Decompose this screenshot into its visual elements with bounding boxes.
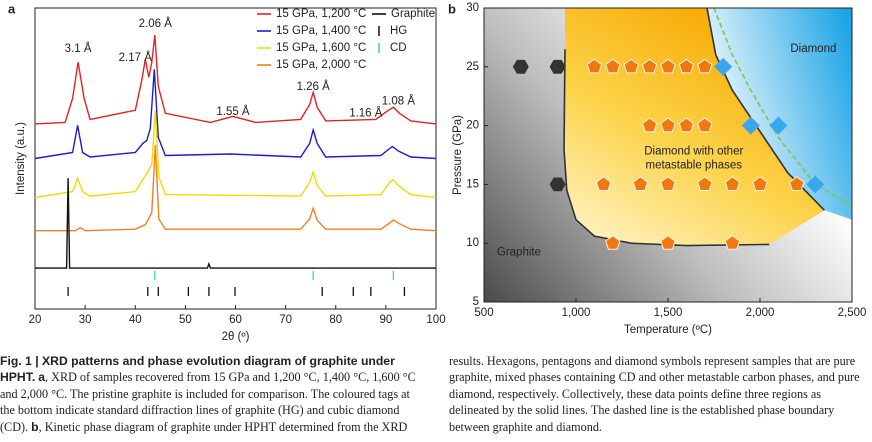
- x-tick-label: 2,000: [746, 307, 775, 319]
- pentagon-marker: [632, 176, 649, 191]
- peak-label: 1.55 Å: [216, 105, 250, 118]
- pentagon-marker: [623, 58, 639, 74]
- pentagon-marker: [641, 58, 658, 74]
- xrd-curve: [34, 110, 437, 199]
- plot-frame: [34, 7, 437, 310]
- caption-text: , Kinetic phase diagram of graphite unde…: [38, 354, 860, 434]
- pentagon-marker: [586, 58, 603, 74]
- pentagon-marker: [641, 117, 658, 133]
- xrd-curve: [35, 178, 436, 269]
- diamond-marker: [714, 57, 733, 76]
- diamond-marker: [769, 116, 788, 135]
- peak-label: 2.06 Å: [139, 17, 173, 30]
- figure: 20 30 40 50 60 70 80 90 100 2θ (º) Intensity (a.u.…: [8, 1, 867, 343]
- pentagon-marker: [660, 176, 676, 191]
- panel-label: a: [8, 1, 16, 16]
- legend-label: HG: [390, 25, 407, 37]
- hexagon-marker: [512, 59, 529, 74]
- region-label: Diamond: [790, 43, 836, 55]
- phase-boundary: [713, 8, 852, 207]
- pentagon-marker: [697, 117, 713, 133]
- y-tick-label: 15: [466, 178, 479, 190]
- diamond-marker: [806, 175, 825, 194]
- panel-label: b: [448, 1, 456, 16]
- x-tick-label: 80: [329, 314, 342, 326]
- x-tick-label: 500: [474, 307, 493, 319]
- x-tick-label: 20: [29, 314, 42, 326]
- pentagon-marker: [678, 117, 695, 133]
- pentagon-marker: [789, 176, 805, 191]
- caption: Fig. 1 | XRD patterns and phase evolutio…: [0, 353, 872, 439]
- y-tick-label: 20: [466, 120, 479, 132]
- hexagon-marker: [549, 177, 566, 192]
- peak-label: 1.26 Å: [297, 80, 331, 93]
- xrd-curve: [35, 144, 437, 232]
- x-tick-label: 90: [379, 314, 392, 326]
- y-axis-label: Pressure (GPa): [452, 115, 464, 195]
- x-tick-label: 100: [426, 314, 445, 326]
- pentagon-marker: [678, 58, 695, 74]
- legend-label: 15 GPa, 2,000 °C: [276, 59, 366, 71]
- x-tick-label: 1,500: [654, 307, 683, 319]
- legend-label: CD: [390, 42, 407, 54]
- y-tick-label: 25: [466, 61, 479, 73]
- diamond-region: [707, 8, 852, 220]
- region-label: metastable phases: [645, 160, 742, 172]
- x-tick-label: 2,500: [838, 307, 867, 319]
- pentagon-marker: [660, 235, 676, 250]
- pentagon-marker: [724, 235, 741, 250]
- pentagon-marker: [724, 176, 741, 191]
- caption-label: b: [31, 419, 39, 434]
- peak-label: 1.16 Å: [349, 106, 383, 119]
- x-tick-label: 60: [229, 314, 242, 326]
- x-tick-label: 40: [129, 314, 142, 326]
- y-tick-label: 10: [466, 237, 479, 249]
- region-label: Diamond with other: [644, 146, 743, 158]
- pentagon-marker: [697, 176, 713, 191]
- regions: [484, 8, 852, 302]
- diamond-marker: [741, 116, 760, 135]
- x-axis-label: Temperature (ºC): [624, 324, 712, 336]
- legend-label: 15 GPa, 1,200 °C: [276, 8, 366, 20]
- hexagon-marker: [549, 59, 566, 74]
- pentagon-marker: [697, 58, 713, 74]
- y-axis-label: Intensity (a.u.): [15, 122, 27, 195]
- phase-boundary: [563, 49, 770, 247]
- x-tick-label: 1,000: [562, 307, 591, 319]
- xrd-curve: [34, 69, 437, 160]
- pentagon-marker: [660, 58, 676, 74]
- legend-label: Graphite: [391, 8, 435, 20]
- pentagon-marker: [595, 176, 612, 191]
- legend-label: 15 GPa, 1,600 °C: [276, 42, 366, 54]
- y-tick-label: 5: [473, 296, 479, 308]
- pentagon-marker: [605, 58, 621, 74]
- x-axis-label: 2θ (º): [222, 331, 250, 343]
- peak-label: 1.08 Å: [382, 94, 416, 107]
- caption-label: a: [38, 370, 46, 385]
- caption-title: Fig. 1 | XRD patterns and phase evolutio…: [0, 354, 395, 385]
- legend-label: 15 GPa, 1,400 °C: [276, 25, 366, 37]
- y-tick-label: 30: [466, 2, 479, 14]
- region-label: Graphite: [497, 247, 541, 259]
- x-tick-label: 30: [79, 314, 92, 326]
- xrd-curve: [34, 35, 437, 125]
- pentagon-marker: [605, 235, 621, 250]
- x-tick-label: 70: [279, 314, 292, 326]
- x-tick-label: 50: [179, 314, 192, 326]
- caption-text: , XRD of samples recovered from 15 GPa a…: [0, 370, 416, 434]
- peak-label: 2.17 Å: [119, 51, 153, 64]
- pentagon-marker: [660, 117, 676, 133]
- pentagon-marker: [752, 176, 768, 191]
- peak-label: 3.1 Å: [65, 42, 92, 55]
